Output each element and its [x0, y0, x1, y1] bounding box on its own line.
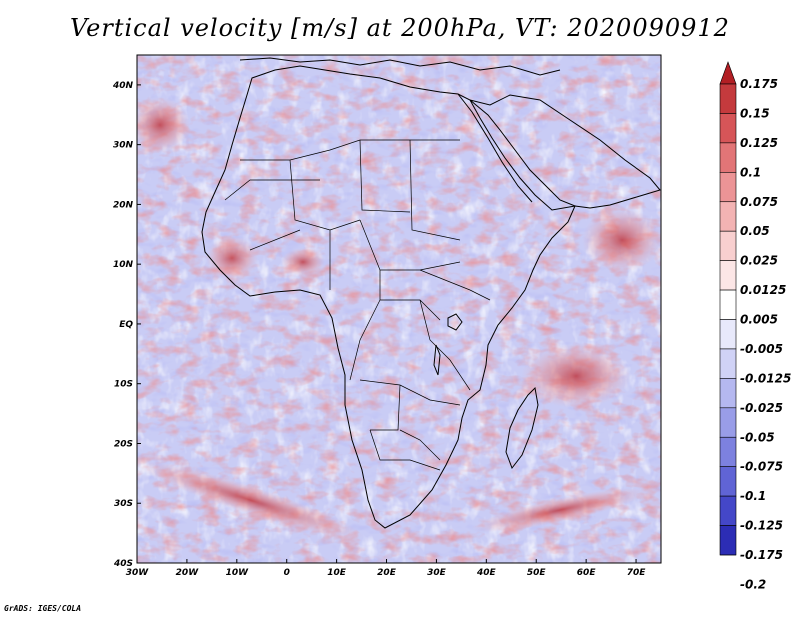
colorbar-label: 0.125 [740, 136, 778, 150]
colorbar-label: -0.005 [740, 342, 783, 356]
colorbar-label: 0.15 [740, 106, 770, 120]
y-tick-label: 40N [112, 81, 134, 91]
y-tick-label: 40S [113, 559, 133, 569]
x-tick-label: 30W [126, 568, 150, 578]
colorbar-swatch [719, 201, 737, 232]
lake-victoria [447, 313, 463, 331]
grads-credit: GrADS: IGES/COLA [4, 604, 82, 613]
x-tick-label: 20E [377, 568, 397, 578]
arabia-coastline [469, 94, 661, 209]
colorbar-label: -0.075 [740, 460, 783, 474]
y-axis-ticks: 40N 30N 20N 10N EQ 10S 20S 30S 40S [112, 81, 141, 569]
colorbar-swatch [719, 230, 737, 261]
colorbar-label: -0.2 [740, 577, 766, 591]
colorbar-swatch [719, 378, 737, 409]
colorbar-label: 0.0125 [740, 283, 786, 297]
colorbar-label: 0.025 [740, 254, 778, 268]
x-tick-label: 0 [284, 568, 290, 578]
colorbar-label: -0.175 [740, 548, 783, 562]
colorbar-swatch [719, 289, 737, 320]
updraft-nigeria [281, 248, 325, 276]
colorbar-label: -0.05 [740, 430, 775, 444]
colorbar-swatch [719, 525, 737, 556]
x-tick-label: 10W [226, 568, 250, 578]
colorbar-swatch [719, 436, 737, 467]
country-borders [224, 139, 491, 471]
y-tick-label: EQ [119, 320, 133, 330]
x-tick-label: 60E [577, 568, 597, 578]
colorbar-swatch [719, 466, 737, 497]
x-tick-label: 70E [627, 568, 647, 578]
colorbar-swatch [719, 172, 737, 203]
y-tick-label: 10S [114, 380, 133, 390]
colorbar-label: 0.1 [740, 165, 761, 179]
colorbar-swatch [719, 407, 737, 438]
updraft-west-africa [206, 236, 258, 280]
updraft-indian-ocean [521, 344, 631, 408]
updraft-north-atlantic [137, 97, 190, 153]
x-axis-ticks: 30W 20W 10W 0 10E 20E 30E 40E 50E 60E 70E [126, 559, 646, 578]
colorbar-label: 0.075 [740, 195, 778, 209]
x-tick-label: 30E [427, 568, 447, 578]
colorbar-top-arrow [719, 61, 737, 85]
colorbar-swatch [719, 260, 737, 291]
colorbar-swatch [719, 142, 737, 173]
x-tick-label: 50E [527, 568, 547, 578]
updraft-south-atlantic-band [137, 460, 365, 540]
map-frame [136, 54, 662, 564]
y-tick-label: 30S [114, 499, 133, 509]
madagascar-coastline [505, 386, 539, 470]
colorbar-label: -0.025 [740, 401, 783, 415]
colorbar-label: 0.05 [740, 224, 770, 238]
colorbar-label: -0.1 [740, 489, 766, 503]
y-tick-label: 20S [114, 439, 133, 449]
africa-coastline [201, 65, 576, 529]
updraft-southern-band [471, 487, 649, 533]
x-tick-label: 40E [476, 568, 497, 578]
y-tick-label: 20N [113, 200, 134, 210]
colorbar-label: 0.175 [740, 77, 778, 91]
x-tick-label: 20W [176, 568, 200, 578]
colorbar-swatch [719, 348, 737, 379]
europe-coastline [239, 57, 561, 76]
colorbar-label: -0.125 [740, 519, 783, 533]
colorbar-swatch [719, 83, 737, 114]
map-title: Vertical velocity [m/s] at 200hPa, VT: 2… [70, 14, 730, 42]
colorbar-swatch [719, 495, 737, 526]
colorbar-swatch [719, 319, 737, 350]
lake-tanganyika [433, 344, 441, 376]
x-tick-label: 10E [327, 568, 347, 578]
colorbar-swatch [719, 113, 737, 144]
colorbar: 0.175 0.15 0.125 0.1 0.075 0.05 0.025 0.0125 0.0… [719, 61, 791, 591]
y-tick-label: 10N [113, 260, 134, 270]
y-tick-label: 30N [113, 141, 134, 151]
coastlines [201, 57, 661, 529]
colorbar-label: 0.005 [740, 313, 778, 327]
red-sea [457, 93, 533, 203]
updraft-arabian-sea [582, 208, 661, 272]
colorbar-label: -0.0125 [740, 371, 791, 385]
